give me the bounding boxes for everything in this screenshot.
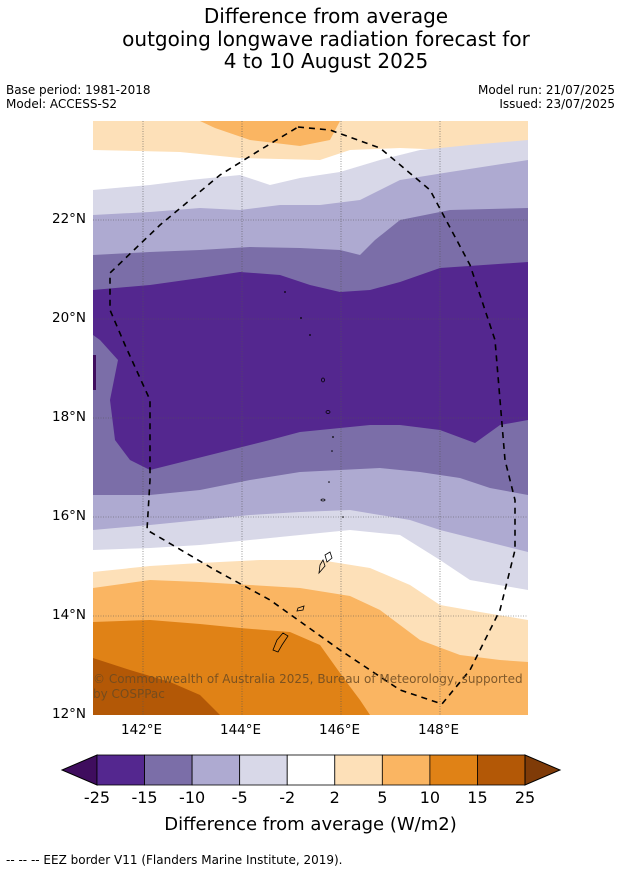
issued-date: Issued: 23/07/2025 [499, 97, 615, 111]
band-south-brown [93, 658, 220, 715]
island-rota [296, 605, 305, 612]
anomaly-bands [93, 121, 528, 715]
colorbar-tick-label: 25 [514, 788, 536, 807]
colorbar-segment [429, 754, 478, 786]
colorbar-segment [477, 754, 526, 786]
title-line-2: outgoing longwave radiation forecast for [122, 26, 530, 51]
island-pagan [325, 410, 331, 414]
model-name: Model: ACCESS-S2 [6, 97, 118, 111]
copyright-notice: © Commonwealth of Australia 2025, Bureau… [93, 672, 523, 701]
colorbar-tick-label: 10 [419, 788, 441, 807]
graticule [93, 121, 528, 715]
base-period: Base period: 1981-2018 [6, 83, 151, 97]
lat-label-22: 22°N [52, 211, 87, 227]
colorbar-tick-label: 2 [329, 788, 340, 807]
meta-left: Base period: 1981-2018 Model: ACCESS-S2 [6, 83, 151, 111]
lat-label-16: 16°N [52, 508, 87, 524]
lon-label-144: 144°E [220, 722, 262, 738]
colorbar-tick-label: -2 [279, 788, 296, 807]
colorbar-tick-label: -10 [179, 788, 206, 807]
island-saipan [324, 551, 333, 563]
band-darkest-purple [93, 355, 96, 390]
colorbar-segment [286, 754, 336, 786]
colorbar-tick-label: -15 [131, 788, 158, 807]
island-anatahan [320, 498, 326, 502]
lon-label-142: 142°E [121, 722, 163, 738]
colorbar-tick-label: 5 [377, 788, 388, 807]
island-dots [284, 291, 344, 518]
colorbar-segment [239, 754, 288, 786]
colorbar-segment [334, 754, 383, 786]
island-guam [272, 632, 289, 653]
colorbar-segment [144, 754, 193, 786]
colorbar-segment [381, 754, 431, 786]
model-run: Model run: 21/07/2025 [477, 83, 615, 97]
colorbar-tick-label: 15 [467, 788, 488, 807]
eez-border [109, 126, 516, 705]
meta-right: Model run: 21/07/2025 Issued: 23/07/2025 [478, 83, 615, 111]
colorbar-extend-low [60, 754, 98, 786]
band-north-orange [200, 121, 340, 146]
lat-label-20: 20°N [52, 310, 87, 326]
lon-label-146: 146°E [319, 722, 361, 738]
island-agrihan [321, 377, 325, 383]
lat-label-14: 14°N [52, 607, 87, 623]
island-tinian [318, 559, 326, 575]
footer-eez-legend: -- -- -- EEZ border V11 (Flanders Marine… [6, 853, 343, 867]
lat-label-18: 18°N [52, 409, 87, 425]
title-line-3: 4 to 10 August 2025 [223, 49, 429, 73]
colorbar-tick-label: -25 [83, 788, 111, 807]
colorbar-extend-high [524, 754, 562, 786]
colorbar-tick-label: -5 [231, 788, 248, 807]
lon-label-148: 148°E [418, 722, 460, 738]
band-deep-purple [93, 262, 528, 470]
lat-label-12: 12°N [52, 706, 87, 722]
title-line-1: Difference from average [203, 4, 449, 28]
islands [272, 377, 333, 653]
colorbar-label: Difference from average (W/m2) [164, 814, 457, 835]
colorbar-segment [96, 754, 145, 786]
map-title: Difference from average outgoing longwav… [0, 5, 621, 73]
colorbar-segment [191, 754, 241, 786]
